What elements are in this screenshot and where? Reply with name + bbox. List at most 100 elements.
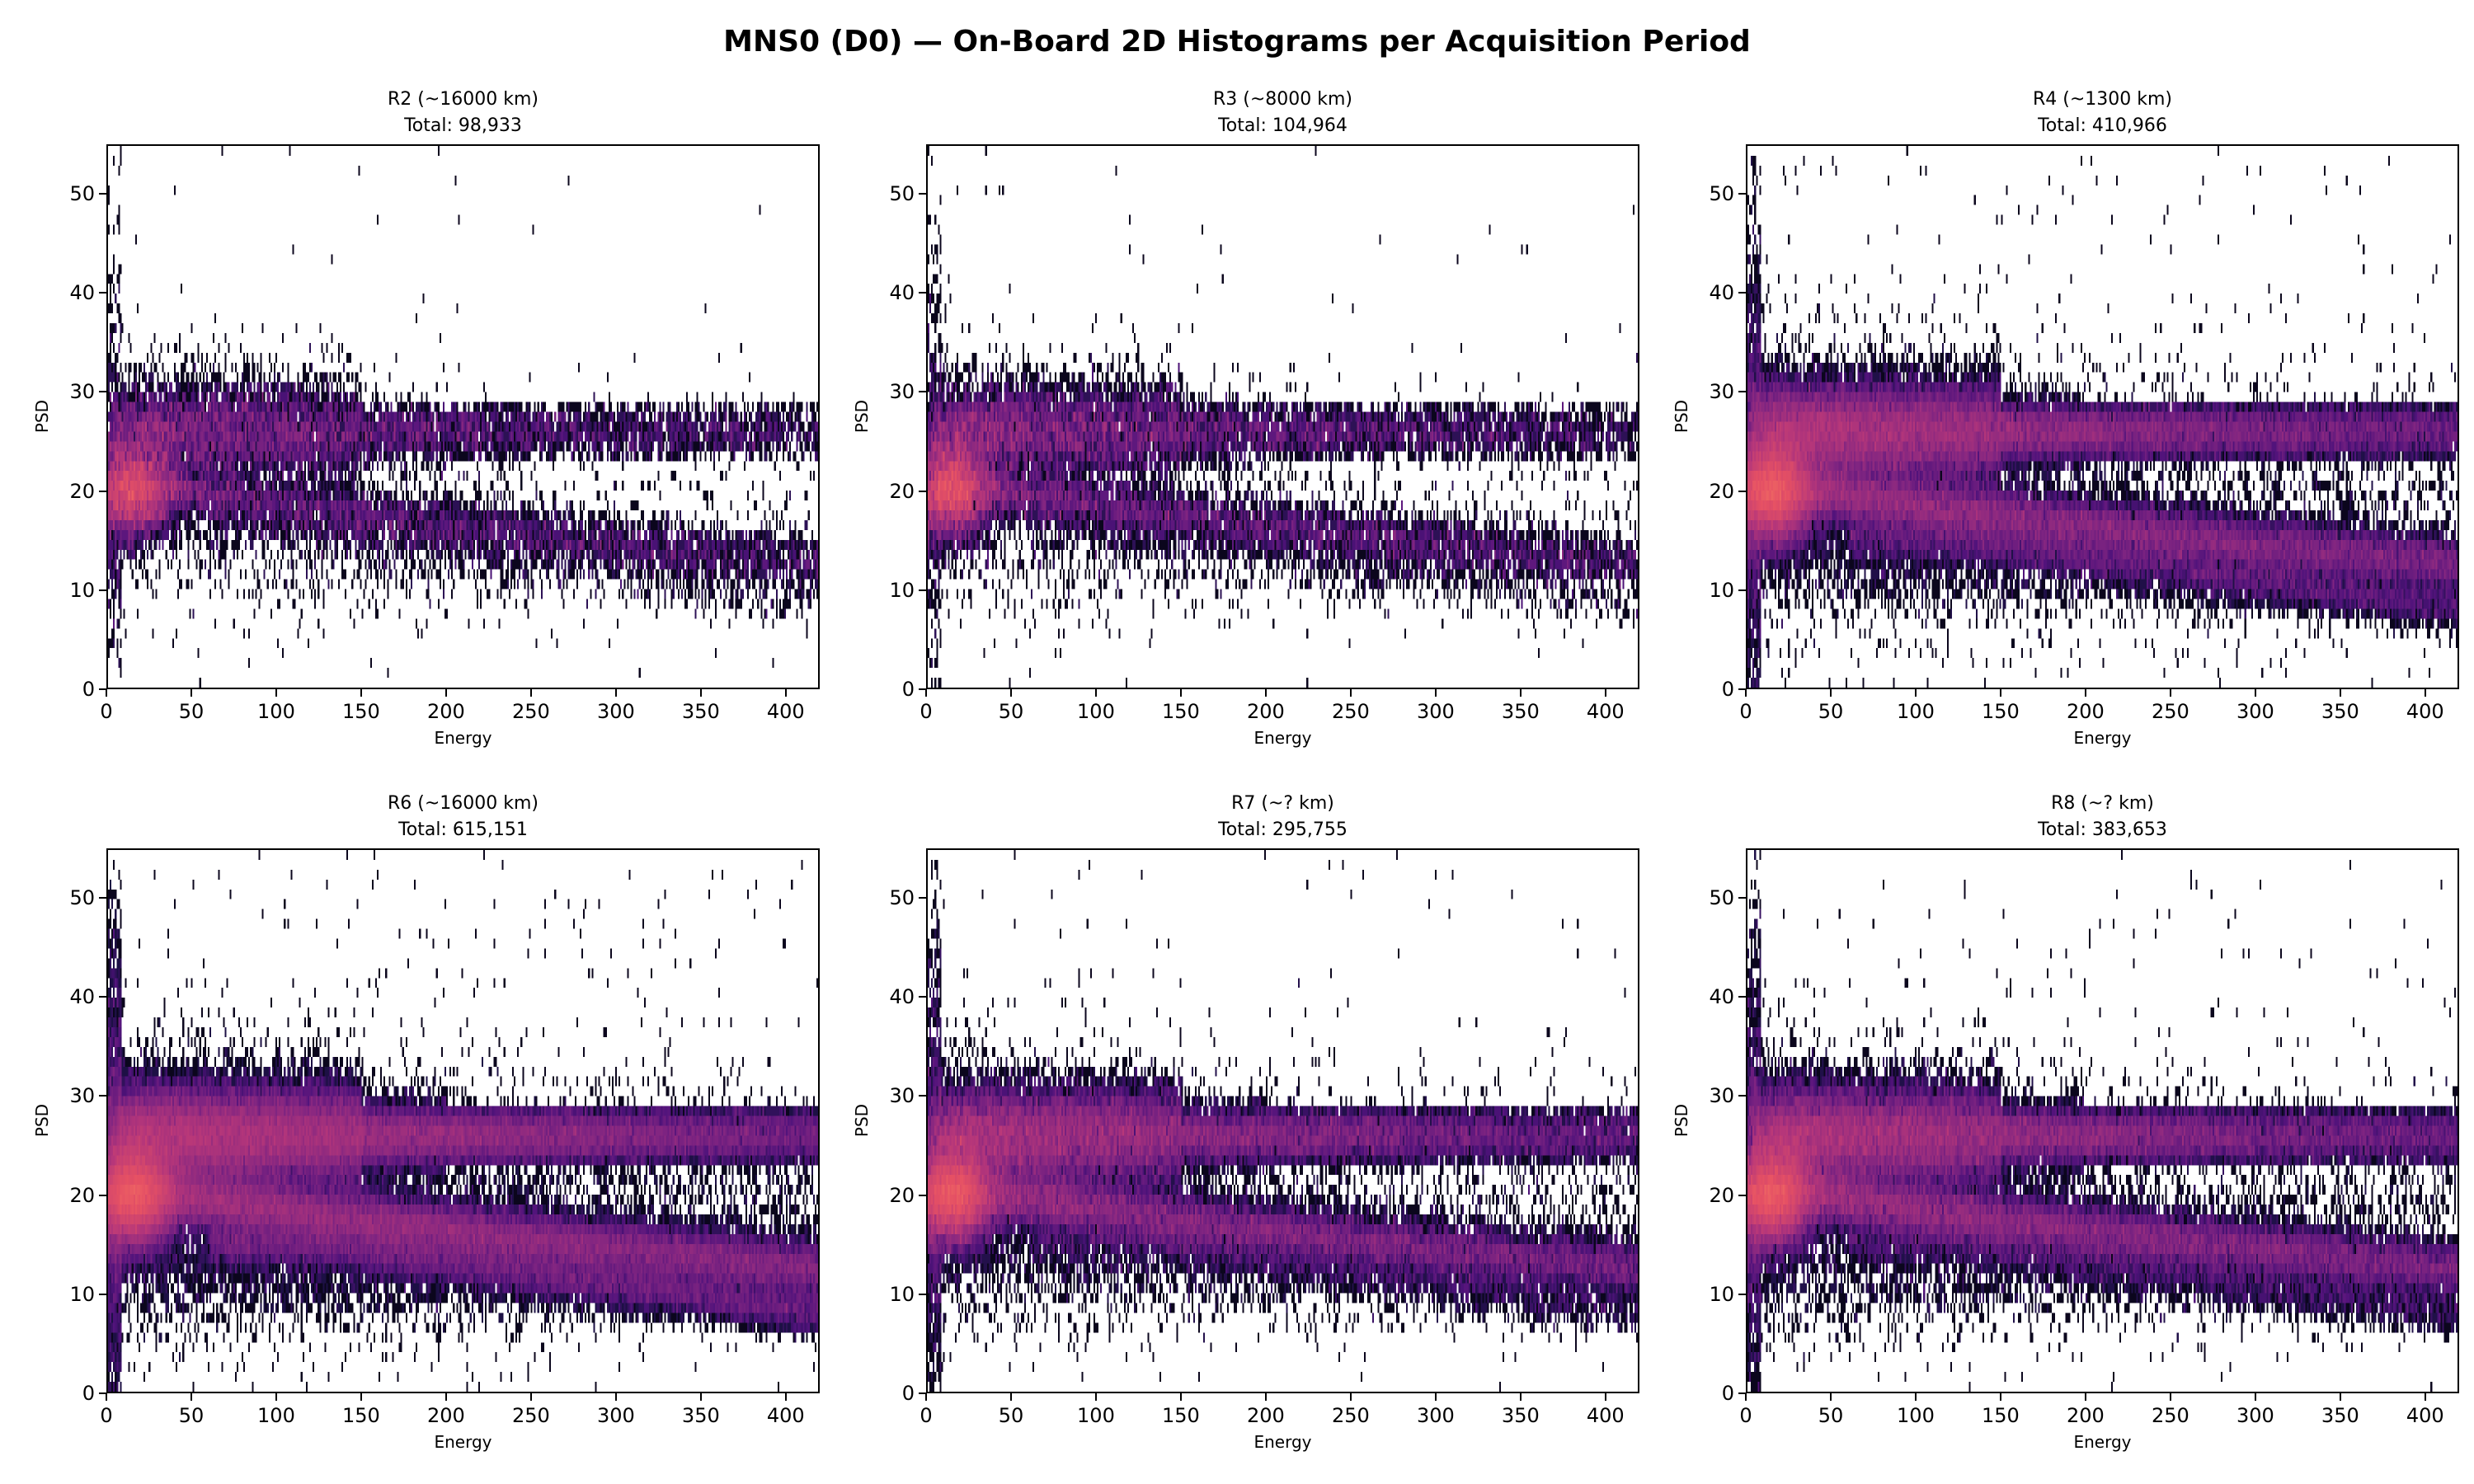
axes [926, 144, 1639, 689]
x-tick-label: 400 [766, 1404, 805, 1427]
x-tick [444, 1393, 447, 1401]
x-tick [1999, 1393, 2001, 1401]
x-tick-label: 400 [2406, 1404, 2444, 1427]
x-tick-label: 100 [1897, 700, 1935, 723]
x-tick-label: 300 [2236, 1404, 2274, 1427]
subplot-title: R8 (~? km) [2051, 793, 2154, 814]
x-tick-label: 50 [178, 1404, 205, 1427]
subplot-title: R4 (~1300 km) [2032, 89, 2173, 110]
subplot-r6: R6 (~16000 km) Total: 615,151 Energy PSD… [32, 793, 820, 1452]
x-tick-label: 100 [257, 700, 295, 723]
x-axis-label: Energy [2073, 1432, 2132, 1452]
subplot-total: Total: 615,151 [398, 819, 528, 840]
x-tick-label: 100 [1897, 1404, 1935, 1427]
x-tick [1434, 689, 1437, 697]
subplot-r4: R4 (~1300 km) Total: 410,966 Energy PSD 0… [1672, 89, 2459, 748]
y-tick-label: 30 [889, 380, 915, 404]
y-tick-label: 30 [889, 1084, 915, 1108]
y-tick-label: 10 [1709, 578, 1734, 602]
y-tick-label: 50 [69, 182, 95, 206]
y-tick [99, 1392, 106, 1394]
x-tick [2254, 1393, 2256, 1401]
x-tick-label: 400 [1586, 1404, 1625, 1427]
x-tick-label: 0 [920, 700, 933, 723]
x-tick [2169, 689, 2171, 697]
subplot-total: Total: 383,653 [2038, 819, 2167, 840]
x-tick [1349, 1393, 1352, 1401]
x-tick-label: 400 [766, 700, 805, 723]
x-tick-label: 250 [1331, 1404, 1370, 1427]
y-tick [1738, 688, 1746, 690]
x-tick-label: 300 [596, 700, 635, 723]
y-tick [99, 193, 106, 195]
x-axis-label: Energy [2073, 728, 2132, 748]
x-tick-label: 0 [920, 1404, 933, 1427]
y-tick [99, 1194, 106, 1196]
histogram-heatmap [1747, 850, 2458, 1392]
x-tick-label: 150 [342, 1404, 380, 1427]
x-tick-label: 150 [342, 700, 380, 723]
y-tick [919, 996, 926, 998]
x-tick-label: 100 [1077, 700, 1115, 723]
x-tick-label: 50 [178, 700, 205, 723]
y-tick [919, 1293, 926, 1295]
y-tick-label: 0 [901, 1382, 915, 1405]
y-tick-label: 20 [889, 1183, 915, 1207]
y-tick [1738, 1095, 1746, 1097]
x-tick-label: 400 [2406, 700, 2444, 723]
x-tick-label: 150 [1162, 700, 1200, 723]
x-tick [1009, 689, 1012, 697]
x-tick-label: 0 [1739, 1404, 1752, 1427]
x-tick-label: 200 [2066, 700, 2105, 723]
y-tick-label: 0 [82, 678, 95, 701]
x-tick [1829, 1393, 1832, 1401]
x-tick-label: 50 [998, 1404, 1024, 1427]
x-tick [1745, 1393, 1747, 1401]
y-tick [919, 688, 926, 690]
x-tick-label: 350 [1501, 700, 1540, 723]
y-tick-label: 10 [889, 578, 915, 602]
y-tick [919, 897, 926, 899]
y-tick [1738, 292, 1746, 294]
y-tick-label: 50 [889, 886, 915, 910]
y-tick [919, 1392, 926, 1394]
x-tick [2339, 1393, 2341, 1401]
x-tick [529, 689, 532, 697]
x-tick [2254, 689, 2256, 697]
subplot-total: Total: 295,755 [1218, 819, 1348, 840]
y-tick-label: 30 [1709, 1084, 1734, 1108]
subplot-r2: R2 (~16000 km) Total: 98,933 Energy PSD 0… [32, 89, 820, 748]
y-tick [99, 1293, 106, 1295]
y-tick-label: 10 [1709, 1282, 1734, 1306]
subplot-title: R6 (~16000 km) [387, 793, 539, 814]
x-tick [1264, 689, 1267, 697]
x-tick [1914, 1393, 1917, 1401]
histogram-heatmap [928, 146, 1638, 688]
y-tick-label: 40 [1709, 281, 1734, 305]
x-tick [2084, 1393, 2086, 1401]
subplot-r7: R7 (~? km) Total: 295,755 Energy PSD 0 50 1… [852, 793, 1639, 1452]
x-tick [1179, 689, 1182, 697]
x-tick [699, 1393, 702, 1401]
x-tick-label: 200 [426, 1404, 465, 1427]
x-tick [1434, 1393, 1437, 1401]
x-tick [1914, 689, 1917, 697]
x-tick [2339, 689, 2341, 697]
x-tick-label: 100 [1077, 1404, 1115, 1427]
x-tick-label: 50 [998, 700, 1024, 723]
x-tick [1094, 1393, 1097, 1401]
x-tick-label: 400 [1586, 700, 1625, 723]
x-tick [1999, 689, 2001, 697]
y-tick-label: 30 [69, 380, 95, 404]
y-tick [1738, 996, 1746, 998]
x-tick [1009, 1393, 1012, 1401]
x-tick-label: 350 [2321, 700, 2359, 723]
y-tick-label: 40 [889, 985, 915, 1009]
y-tick [99, 490, 106, 492]
axes [1746, 144, 2459, 689]
histogram-heatmap [108, 850, 818, 1392]
y-tick [919, 490, 926, 492]
subplot-total: Total: 104,964 [1218, 115, 1348, 136]
x-tick [1604, 1393, 1606, 1401]
y-tick-label: 50 [69, 886, 95, 910]
